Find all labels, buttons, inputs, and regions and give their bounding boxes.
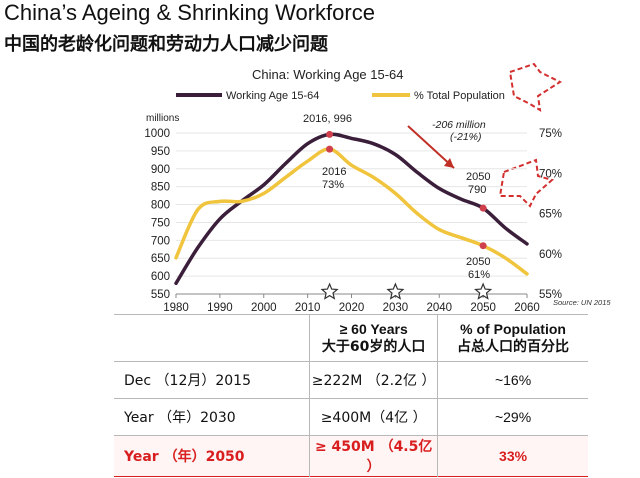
table-row-highlight: Year （年）2050 ≥ 450M （4.5亿 ） 33% [114,435,588,477]
x-tick-label: 2060 [514,302,540,314]
table-cell-percent: 33% [437,435,588,477]
elderly-population-table: ≥ 60 Years 大于60岁的人口 % of Population 占总人口的百… [114,314,588,477]
working-age-chart: China: Working Age 15-64 Working Age 15-… [144,62,611,314]
chart-source: Source: UN 2015 [553,298,611,307]
table-cell-percent: ~29% [494,409,532,425]
series-layer [174,130,529,286]
table-cell-over-60: ≥222M （2.2亿 ） [309,361,439,399]
y-right-tick-label: 75% [539,128,562,140]
y-left-tick-label: 950 [151,146,170,158]
y-left-tick-label: 550 [151,289,170,301]
annotation-decline-amount: -206 million [432,119,486,131]
x-tick-label: 1990 [207,302,233,314]
highlight-point [326,130,334,138]
table-header-over-60-en: ≥ 60 Years [339,320,408,337]
annotation-2050-percent: 61% [468,269,490,281]
star-markers [320,282,493,300]
annotation-2050-year: 2050 [466,171,490,183]
y-right-tick-label: 55% [539,289,562,301]
table-header-percent-cn: 占总人口的百分比 [457,338,570,355]
star-icon [474,282,493,300]
annotation-2016-year: 2016 [322,166,346,178]
decline-arrow [407,125,455,169]
annotation-decline-percent: (-21%) [450,131,482,143]
x-tick-label: 1980 [163,302,189,314]
dashed-callout-top [508,62,563,112]
annotation-2050-value: 790 [468,184,486,196]
table-cell-over-60: ≥400M（4亿 ） [309,398,439,436]
annotation-2016-percent: 73% [322,179,344,191]
highlight-point [479,242,487,250]
table-cell-year: Dec （12月）2015 [114,361,311,399]
x-tick-label: 2030 [383,302,409,314]
table-cell-year: Year （年）2050 [114,435,311,477]
y-left-tick-label: 600 [151,271,170,283]
y-left-tick-label: 900 [151,164,170,176]
x-tick-label: 2010 [295,302,321,314]
x-tick-label: 2000 [251,302,277,314]
y-right-tick-label: 60% [539,249,562,261]
y-right-tick-label: 65% [539,209,562,221]
series-line-percent-population [174,147,529,276]
table-header-percent-en: % of Population [460,320,566,337]
table-cell-over-60: ≥ 450M （4.5亿 ） [309,435,439,477]
chart-axes: 550 600 650 700 750 800 850 900 950 1000 55% 60% 65%… [144,128,562,314]
table-row: Year （年）2030 ≥400M（4亿 ） ~29% [114,398,588,436]
star-icon [320,282,339,300]
y-left-tick-label: 700 [151,235,170,247]
y-left-tick-label: 850 [151,182,170,194]
y-axis-unit-label: millions [146,113,179,124]
star-icon [386,282,405,300]
x-tick-label: 2050 [470,302,496,314]
table-header-over-60-cn: 大于60岁的人口 [321,338,426,355]
x-tick-label: 2040 [426,302,452,314]
y-left-tick-label: 650 [151,253,170,265]
table-cell-year: Year （年）2030 [114,398,311,436]
table-row: Dec （12月）2015 ≥222M （2.2亿 ） ~16% [114,361,588,399]
annotation-peak-2016: 2016, 996 [303,113,352,125]
decline-arrow-head [444,158,454,168]
y-left-tick-label: 800 [151,200,170,212]
x-tick-label: 2020 [339,302,365,314]
table-cell-percent: ~16% [494,372,532,388]
table-header-over-60: ≥ 60 Years 大于60岁的人口 [309,314,439,362]
page-title: China’s Ageing & Shrinking Workforce [4,0,375,25]
table-header-row: ≥ 60 Years 大于60岁的人口 % of Population 占总人口的百… [114,314,588,362]
chart-title: China: Working Age 15-64 [252,67,404,82]
table-header-cell-empty [114,314,311,362]
dashed-callout-middle [498,158,555,208]
page-subtitle-chinese: 中国的老龄化问题和劳动力人口减少问题 [4,34,328,55]
highlight-point [479,204,487,212]
table-header-percent: % of Population 占总人口的百分比 [438,315,588,362]
highlight-point [326,145,334,153]
y-left-tick-label: 1000 [144,128,170,140]
legend-label-percent-population: % Total Population [414,90,505,102]
annotation-2050-percent-year: 2050 [466,256,490,268]
series-line-working-age [174,132,529,286]
y-right-tick-label: 70% [539,168,562,180]
y-left-tick-label: 750 [151,217,170,229]
legend-label-working-age: Working Age 15-64 [226,90,319,102]
